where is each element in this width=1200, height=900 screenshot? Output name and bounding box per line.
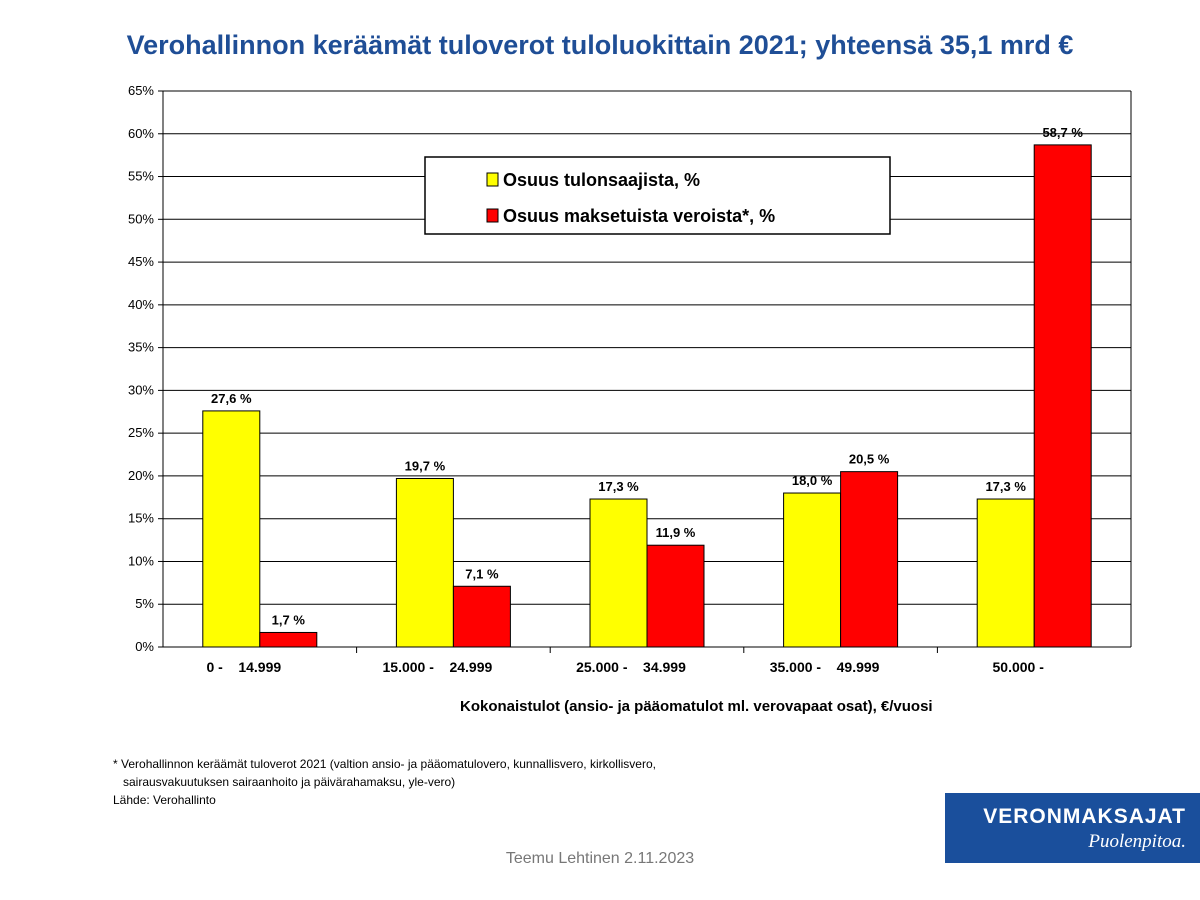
data-label: 7,1 % [465,566,499,581]
bar-osuus-veroista [452,585,511,648]
bar-osuus-veroista [1033,144,1092,648]
footnote-line-2: sairausvakuutuksen sairaanhoito ja päivä… [123,775,456,789]
x-tick-label: 25.000 - 34.999 [576,659,686,675]
bars [202,144,1092,648]
x-tick-label: 0 - 14.999 [206,659,281,675]
bar-osuus-veroista [840,471,899,648]
source-note: Lähde: Verohallinto [113,793,216,807]
y-tick-label: 55% [128,169,154,184]
axes: 0% 5% 10% 15% 20% 25% 30% 35% 40% 45% 50% 55% 60% 65%… [128,83,1132,675]
data-label: 58,7 % [1042,125,1083,140]
y-tick-label: 15% [128,511,154,526]
legend: Osuus tulonsaajista, % Osuus maksetuista … [424,156,891,235]
veronmaksajat-logo: VERONMAKSAJAT Puolenpitoa. [945,793,1200,863]
x-tick-label: 15.000 - 24.999 [383,659,493,675]
bar-osuus-veroista [259,631,318,648]
y-tick-label: 65% [128,83,154,98]
y-tick-label: 45% [128,254,154,269]
y-tick-label: 50% [128,211,154,226]
y-tick-label: 35% [128,340,154,355]
bar-chart: 0% 5% 10% 15% 20% 25% 30% 35% 40% 45% 50% 55% 60% 65%… [128,83,1132,675]
y-tick-label: 5% [135,596,154,611]
author-date: Teemu Lehtinen 2.11.2023 [505,850,695,867]
y-tick-label: 30% [128,382,154,397]
data-label: 27,6 % [211,391,252,406]
data-label: 11,9 % [656,525,696,540]
bar-osuus-tulonsaajista [976,498,1035,648]
logo-slogan: Puolenpitoa. [1088,831,1186,852]
data-label: 17,3 % [598,479,639,494]
x-axis-title: Kokonaistulot (ansio- ja pääomatulot ml.… [460,698,933,715]
data-labels: 27,6 % 1,7 % 19,7 % 7,1 % 17,3 % 11,9 % 18,0 %… [211,125,1083,628]
legend-swatch [486,208,499,223]
legend-box [424,156,891,235]
y-tick-label: 25% [128,425,154,440]
bar-osuus-tulonsaajista [589,498,648,648]
y-tick-label: 20% [128,468,154,483]
bar-osuus-tulonsaajista [202,410,261,648]
data-label: 1,7 % [272,612,306,627]
footnote: * Verohallinnon keräämät tuloverot 2021 … [113,755,656,809]
bar-osuus-tulonsaajista [395,477,454,648]
legend-swatch [486,172,499,187]
y-tick-label: 60% [128,126,154,141]
bar-osuus-tulonsaajista [783,492,842,648]
y-tick-label: 0% [135,639,154,654]
x-tick-label: 35.000 - 49.999 [770,659,880,675]
data-label: 17,3 % [985,479,1026,494]
footnote-line-1: * Verohallinnon keräämät tuloverot 2021 … [113,757,656,771]
data-label: 18,0 % [792,473,833,488]
y-tick-label: 10% [128,553,154,568]
y-tick-label: 40% [128,297,154,312]
legend-label: Osuus maksetuista veroista*, % [503,206,775,226]
chart-title: Verohallinnon keräämät tuloverot tuloluo… [126,30,1074,60]
data-label: 20,5 % [849,452,890,467]
x-tick-label: 50.000 - [993,659,1045,675]
bar-osuus-veroista [646,544,705,648]
legend-label: Osuus tulonsaajista, % [503,170,700,190]
data-label: 19,7 % [405,458,446,473]
logo-brand: VERONMAKSAJAT [983,805,1186,828]
